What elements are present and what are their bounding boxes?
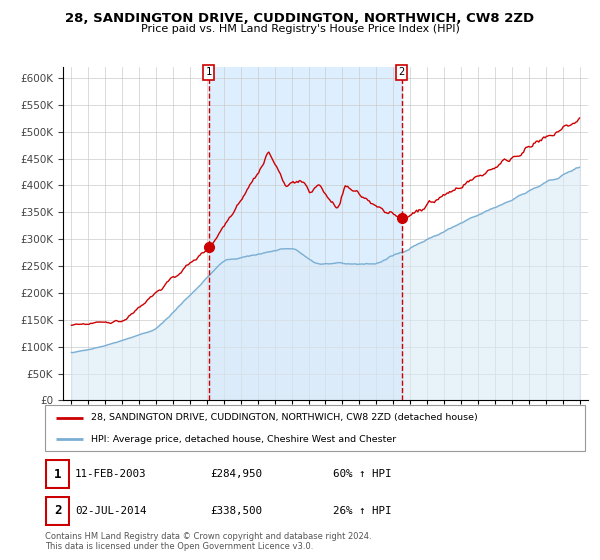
Text: 28, SANDINGTON DRIVE, CUDDINGTON, NORTHWICH, CW8 2ZD (detached house): 28, SANDINGTON DRIVE, CUDDINGTON, NORTHW… <box>91 413 478 422</box>
Text: £284,950: £284,950 <box>210 469 262 479</box>
Text: 28, SANDINGTON DRIVE, CUDDINGTON, NORTHWICH, CW8 2ZD: 28, SANDINGTON DRIVE, CUDDINGTON, NORTHW… <box>65 12 535 25</box>
FancyBboxPatch shape <box>46 460 69 488</box>
Text: Contains HM Land Registry data © Crown copyright and database right 2024.
This d: Contains HM Land Registry data © Crown c… <box>45 532 371 552</box>
FancyBboxPatch shape <box>46 497 69 525</box>
Text: Price paid vs. HM Land Registry's House Price Index (HPI): Price paid vs. HM Land Registry's House … <box>140 24 460 34</box>
Text: 11-FEB-2003: 11-FEB-2003 <box>75 469 146 479</box>
Text: 02-JUL-2014: 02-JUL-2014 <box>75 506 146 516</box>
Text: 1: 1 <box>206 67 212 77</box>
Bar <box>209 67 402 400</box>
Text: £338,500: £338,500 <box>210 506 262 516</box>
Text: 2: 2 <box>54 505 61 517</box>
Text: 2: 2 <box>398 67 405 77</box>
Text: 60% ↑ HPI: 60% ↑ HPI <box>333 469 392 479</box>
Text: 1: 1 <box>54 468 61 480</box>
Text: HPI: Average price, detached house, Cheshire West and Chester: HPI: Average price, detached house, Ches… <box>91 435 396 444</box>
FancyBboxPatch shape <box>45 405 585 451</box>
Text: 26% ↑ HPI: 26% ↑ HPI <box>333 506 392 516</box>
